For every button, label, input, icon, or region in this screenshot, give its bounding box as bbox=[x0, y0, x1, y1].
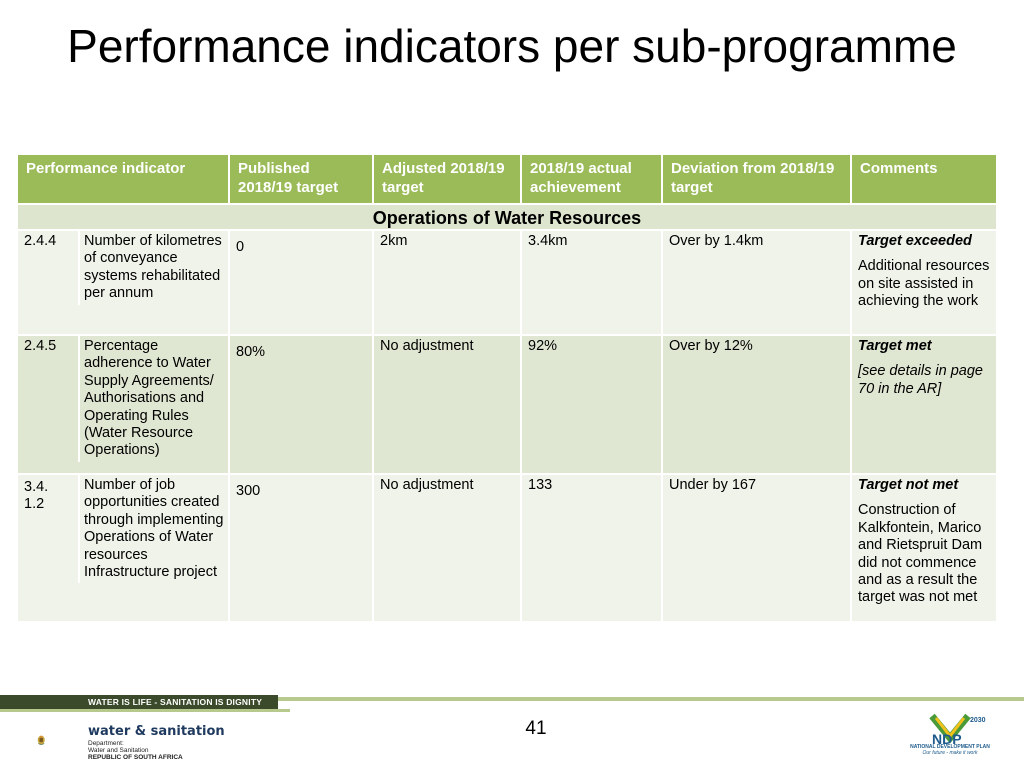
published-target-cell: 300 bbox=[228, 473, 374, 623]
indicator-text: Percentage adherence to Water Supply Agr… bbox=[84, 338, 214, 459]
actual-achievement-cell: 133 bbox=[520, 473, 663, 623]
table-row: 2.4.5 Percentage adherence to Water Supp… bbox=[16, 334, 998, 475]
ndp-logo-icon: 2030 NDP bbox=[929, 713, 986, 747]
indicator-number-line1: 2.4.4 bbox=[24, 233, 57, 249]
adjusted-target-cell: No adjustment bbox=[372, 473, 522, 623]
indicator-number: 2.4.4 bbox=[18, 231, 78, 305]
comment-text: Construction of Kalkfontein, Marico and … bbox=[858, 502, 983, 606]
header-deviation: Deviation from 2018/19 target bbox=[661, 153, 852, 205]
performance-table: Performance indicator Published 2018/19 … bbox=[16, 153, 998, 623]
indicator-number: 3.4. 1.2 bbox=[18, 475, 78, 583]
table-header-row: Performance indicator Published 2018/19 … bbox=[16, 153, 998, 205]
comments-cell: Target not met Construction of Kalkfonte… bbox=[850, 473, 998, 623]
indicator-text: Number of job opportunities created thro… bbox=[84, 477, 224, 581]
actual-achievement-cell: 3.4km bbox=[520, 229, 663, 336]
deviation-cell: Over by 12% bbox=[661, 334, 852, 475]
footer-divider-lower bbox=[0, 709, 290, 712]
header-adjusted-target: Adjusted 2018/19 target bbox=[372, 153, 522, 205]
indicator-cell: 2.4.4 Number of kilometres of conveyance… bbox=[16, 229, 230, 336]
slide-title: Performance indicators per sub-programme bbox=[67, 20, 957, 72]
indicator-number: 2.4.5 bbox=[18, 336, 78, 462]
department-line-1: Department: bbox=[88, 740, 124, 747]
published-target-cell: 80% bbox=[228, 334, 374, 475]
indicator-text: Number of kilometres of conveyance syste… bbox=[84, 233, 222, 302]
footer-slogan: WATER IS LIFE - SANITATION IS DIGNITY bbox=[88, 697, 263, 707]
header-comments: Comments bbox=[850, 153, 998, 205]
indicator-cell: 3.4. 1.2 Number of job opportunities cre… bbox=[16, 473, 230, 623]
section-row: Operations of Water Resources bbox=[16, 203, 998, 231]
comment-italic-text: [see details in page 70 in the AR] bbox=[858, 363, 983, 397]
status-label: Target met bbox=[858, 338, 932, 354]
indicator-number-line2: 1.2 bbox=[24, 496, 45, 513]
comment-text: Additional resources on site assisted in… bbox=[858, 258, 990, 310]
footer-slogan-bar: WATER IS LIFE - SANITATION IS DIGNITY bbox=[0, 695, 278, 709]
ndp-tagline: Our future - make it work bbox=[922, 750, 978, 756]
coat-of-arms-icon bbox=[37, 735, 45, 745]
ndp-abbr: NDP bbox=[932, 731, 962, 747]
status-label: Target not met bbox=[858, 477, 959, 493]
page-number: 41 bbox=[525, 718, 547, 739]
table-row: 2.4.4 Number of kilometres of conveyance… bbox=[16, 229, 998, 336]
ndp-caption: NATIONAL DEVELOPMENT PLAN Our future - m… bbox=[908, 744, 992, 756]
indicator-cell: 2.4.5 Percentage adherence to Water Supp… bbox=[16, 334, 230, 475]
actual-achievement-cell: 92% bbox=[520, 334, 663, 475]
department-details: Department: Water and Sanitation REPUBLI… bbox=[88, 740, 183, 761]
ndp-caption-title: NATIONAL DEVELOPMENT PLAN bbox=[910, 744, 990, 750]
deviation-cell: Under by 167 bbox=[661, 473, 852, 623]
department-line-3: REPUBLIC OF SOUTH AFRICA bbox=[88, 754, 183, 761]
adjusted-target-cell: No adjustment bbox=[372, 334, 522, 475]
header-performance-indicator: Performance indicator bbox=[16, 153, 230, 205]
table-row: 3.4. 1.2 Number of job opportunities cre… bbox=[16, 473, 998, 623]
header-actual-achievement: 2018/19 actual achievement bbox=[520, 153, 663, 205]
ndp-year: 2030 bbox=[970, 717, 986, 724]
department-name: water & sanitation bbox=[88, 724, 225, 739]
published-target-cell: 0 bbox=[228, 229, 374, 336]
adjusted-target-cell: 2km bbox=[372, 229, 522, 336]
department-line-2: Water and Sanitation bbox=[88, 747, 149, 754]
status-label: Target exceeded bbox=[858, 233, 972, 249]
footer-divider bbox=[278, 697, 1024, 701]
section-title: Operations of Water Resources bbox=[16, 203, 998, 231]
header-published-target: Published 2018/19 target bbox=[228, 153, 374, 205]
deviation-cell: Over by 1.4km bbox=[661, 229, 852, 336]
indicator-number-line1: 3.4. bbox=[24, 479, 49, 495]
comments-cell: Target exceeded Additional resources on … bbox=[850, 229, 998, 336]
indicator-number-line1: 2.4.5 bbox=[24, 338, 57, 354]
comments-cell: Target met [see details in page 70 in th… bbox=[850, 334, 998, 475]
